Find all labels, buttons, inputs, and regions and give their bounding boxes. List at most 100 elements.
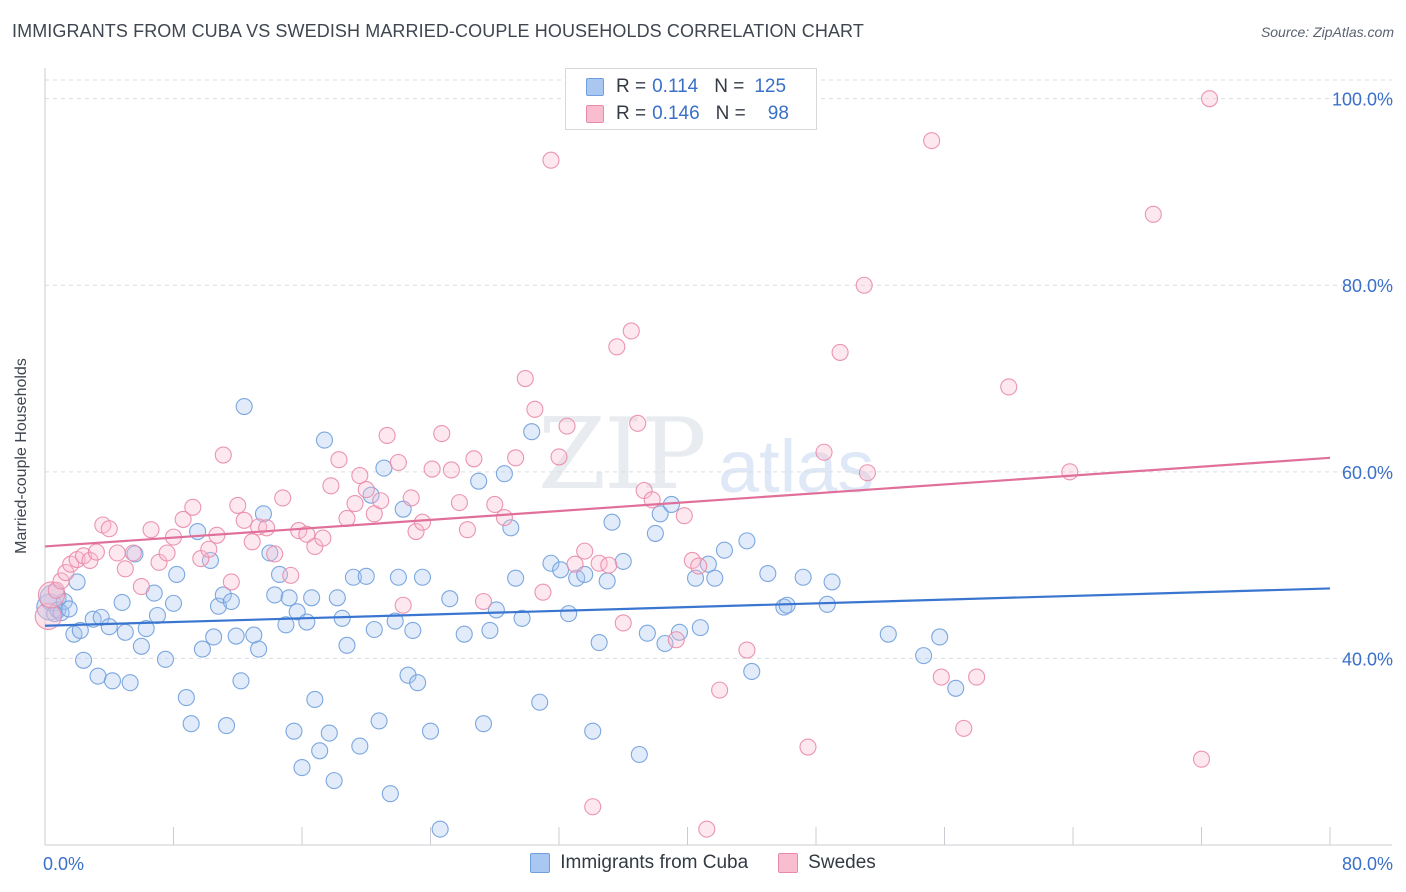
point-cuba — [481, 621, 499, 639]
point-cuba — [931, 628, 949, 646]
point-cuba — [651, 505, 669, 523]
legend-row-swedes: R = 0.146 N = 98 — [586, 103, 789, 125]
point-cuba — [389, 568, 407, 586]
point-cuba — [261, 544, 279, 562]
x-tick-label: 0.0% — [43, 854, 84, 874]
legend-n-label: N = — [715, 103, 746, 124]
point-cuba — [177, 689, 195, 707]
point-cuba — [879, 625, 897, 643]
point-swedes — [108, 544, 126, 562]
point-cuba — [182, 715, 200, 733]
point-cuba — [266, 586, 284, 604]
point-cuba — [344, 568, 362, 586]
point-swedes — [433, 425, 451, 443]
point-swedes — [932, 668, 950, 686]
point-swedes — [542, 151, 560, 169]
point-swedes — [831, 343, 849, 361]
legend-item-swedes[interactable]: Swedes — [778, 852, 876, 874]
point-swedes — [158, 544, 176, 562]
point-swedes — [57, 564, 75, 582]
source-label: Source: ZipAtlas.com — [1260, 24, 1394, 40]
point-swedes — [351, 467, 369, 485]
point-cuba — [523, 423, 541, 441]
point-cuba — [598, 572, 616, 590]
point-swedes — [124, 544, 142, 562]
point-cuba — [113, 593, 131, 611]
point-cuba — [193, 640, 211, 658]
point-cuba — [404, 621, 422, 639]
point-cuba — [357, 567, 375, 585]
y-tick-label: 60.0% — [1342, 463, 1393, 483]
point-cuba — [311, 742, 329, 760]
point-cuba — [603, 513, 621, 531]
point-cuba — [470, 472, 488, 490]
point-cuba — [568, 569, 586, 587]
point-cuba — [431, 820, 449, 838]
point-swedes — [675, 507, 693, 525]
legend-r-label: R = — [616, 103, 647, 124]
point-cuba — [738, 532, 756, 550]
point-cuba — [285, 722, 303, 740]
point-cuba — [706, 569, 724, 587]
point-swedes — [142, 521, 160, 539]
point-swedes — [495, 508, 513, 527]
point-swedes — [34, 602, 62, 630]
point-cuba — [386, 612, 404, 630]
legend-item-cuba[interactable]: Immigrants from Cuba — [530, 852, 748, 874]
point-swedes — [474, 592, 493, 611]
point-swedes — [923, 132, 941, 150]
point-swedes — [423, 460, 441, 478]
point-cuba — [487, 601, 505, 619]
point-swedes — [629, 414, 647, 432]
point-cuba — [552, 561, 570, 579]
point-swedes — [298, 525, 316, 543]
point-cuba — [691, 619, 709, 637]
watermark-zip: ZIP — [538, 398, 707, 512]
point-cuba — [168, 565, 186, 584]
point-cuba — [646, 524, 664, 542]
point-cuba — [306, 690, 324, 709]
trend-lines — [44, 456, 1331, 627]
point-cuba — [303, 589, 321, 607]
point-swedes — [507, 449, 525, 467]
point-cuba — [375, 459, 393, 477]
point-cuba — [455, 625, 473, 643]
point-swedes — [314, 529, 332, 547]
point-cuba — [365, 620, 383, 639]
point-swedes — [338, 509, 356, 528]
point-cuba — [277, 616, 295, 634]
point-cuba — [156, 650, 175, 668]
point-swedes — [608, 338, 626, 356]
point-cuba — [823, 573, 841, 591]
point-cuba — [584, 722, 602, 740]
point-cuba — [148, 606, 166, 625]
point-swedes — [222, 573, 240, 591]
tick-labels: 40.0% 60.0% 80.0% 100.0% 0.0% 80.0% — [43, 90, 1393, 874]
point-swedes — [174, 510, 192, 528]
point-swedes — [458, 521, 476, 539]
point-swedes — [407, 522, 425, 541]
point-cuba — [217, 717, 236, 735]
legend-n-label: N = — [714, 76, 745, 97]
point-cuba — [759, 564, 777, 583]
trend-line-cuba — [44, 587, 1331, 627]
series-swedes — [34, 90, 1219, 838]
point-swedes — [413, 513, 432, 531]
point-swedes — [698, 820, 716, 838]
point-cuba — [531, 693, 549, 711]
correlation-legend: R = 0.114 N = 125 R = 0.146 N = 98 — [565, 68, 817, 130]
point-cuba — [250, 640, 268, 658]
point-cuba — [293, 759, 311, 777]
legend-label-swedes: Swedes — [808, 852, 876, 873]
y-tick-label: 80.0% — [1342, 276, 1393, 296]
point-cuba — [103, 672, 122, 690]
point-cuba — [614, 552, 632, 570]
point-swedes — [1000, 378, 1018, 396]
chart-title: IMMIGRANTS FROM CUBA VS SWEDISH MARRIED-… — [12, 21, 864, 41]
point-swedes — [274, 489, 292, 507]
point-cuba — [325, 772, 343, 790]
point-swedes — [955, 719, 973, 737]
point-swedes — [855, 276, 873, 294]
point-swedes — [389, 453, 407, 472]
axes — [44, 68, 1392, 846]
